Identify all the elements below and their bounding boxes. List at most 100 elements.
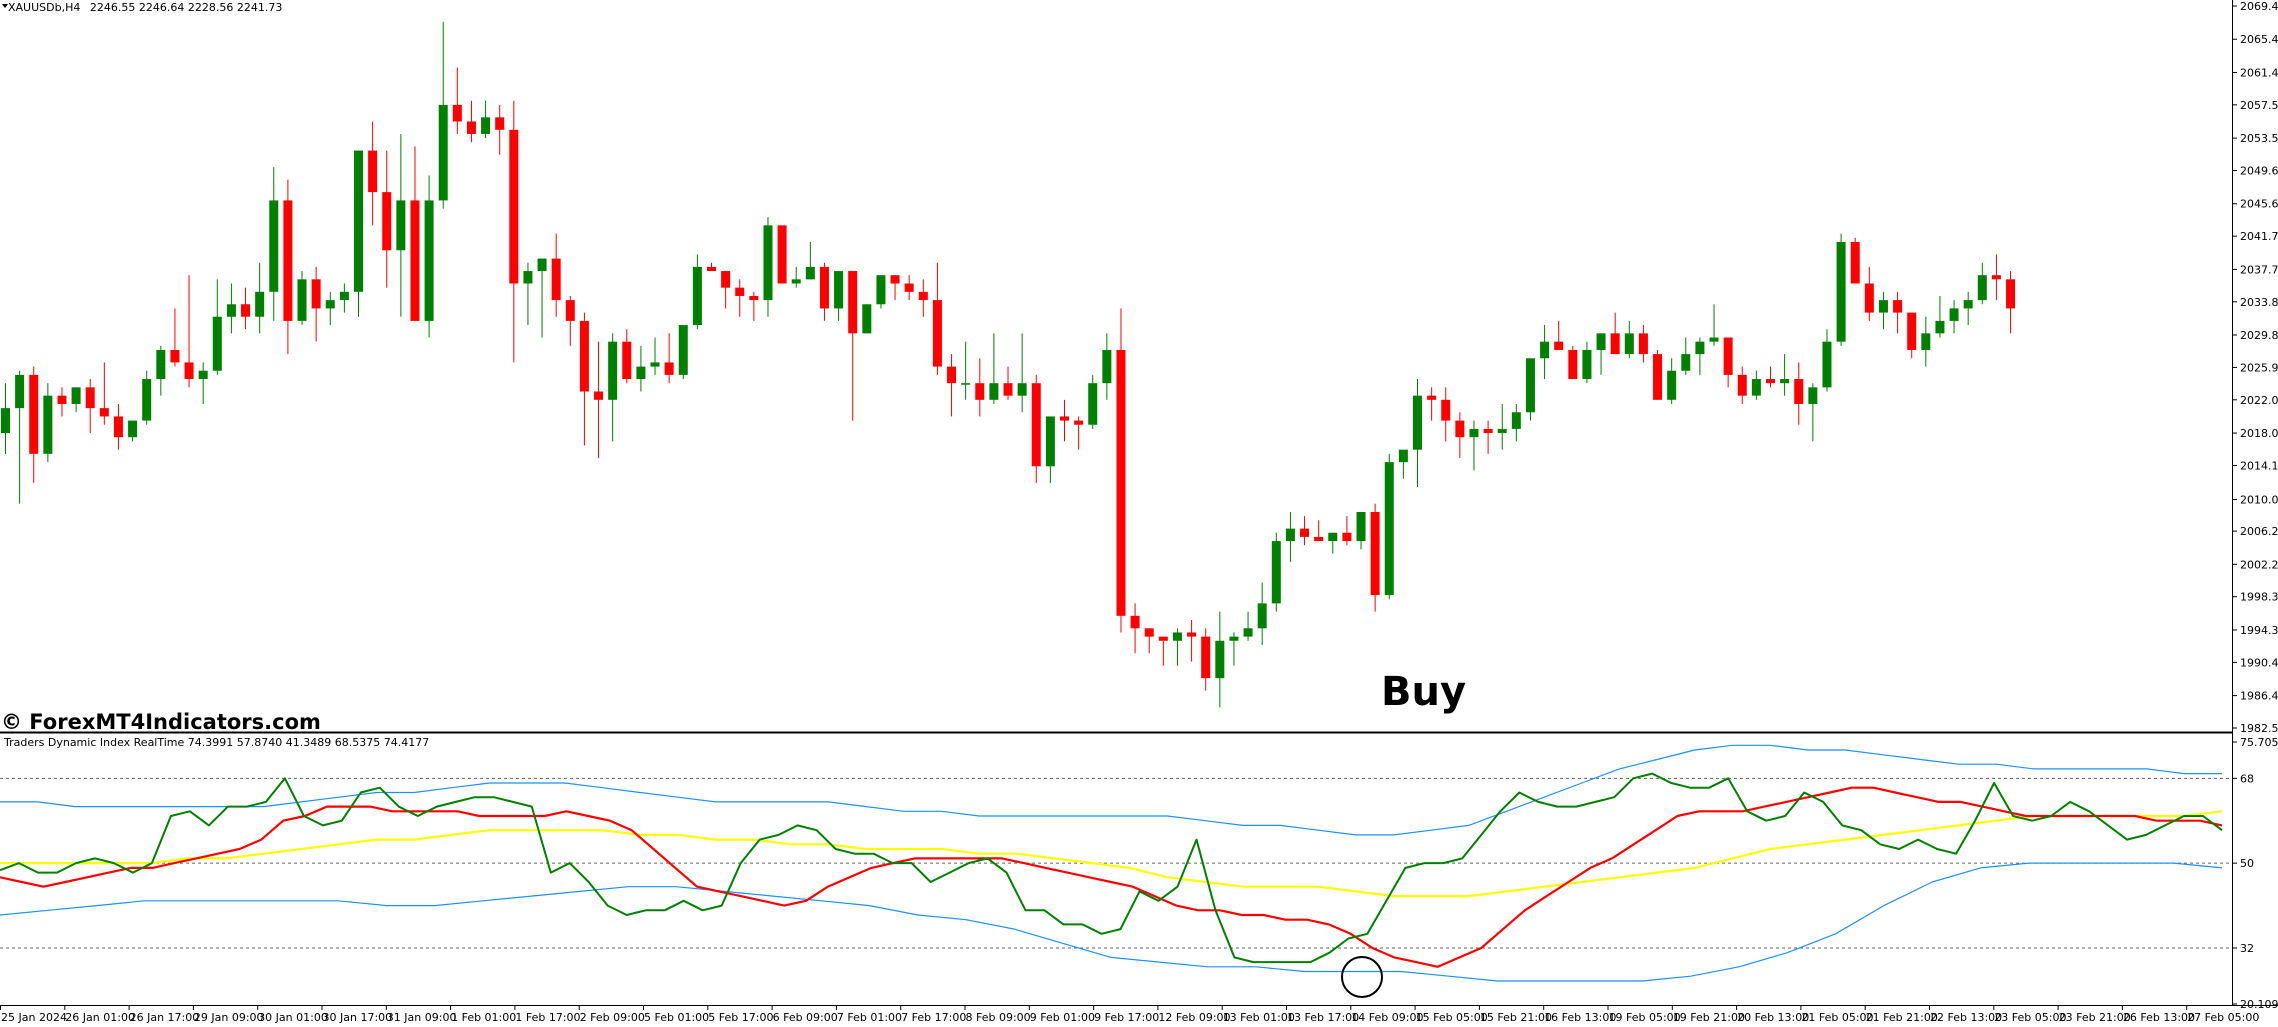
time-axis-label: 26 Jan 17:00 [130,1011,200,1024]
candle [1568,345,1578,380]
candle-body [1610,333,1620,355]
candle-body [269,200,279,292]
candle-body [57,395,67,404]
candle-body [1949,308,1959,321]
candle [1314,520,1324,542]
candle [410,146,420,321]
candle-body [636,366,646,380]
candle [1681,337,1691,375]
chart-symbol-header: XAUUSDb,H4 2246.55 2246.64 2228.56 2241.… [8,1,282,14]
candle [368,121,378,226]
candle-body [749,295,759,301]
candle [1342,516,1352,546]
candle [763,217,773,317]
candle [890,275,900,301]
candle-body [495,117,505,130]
candle-body [1172,632,1182,641]
candle-body [1582,349,1592,380]
candle [1187,619,1197,662]
price-axis-label: 2057.50 [2240,99,2278,112]
candle-body [382,192,392,251]
price-axis-label: 2037.70 [2240,263,2278,276]
time-axis-label: 14 Feb 09:00 [1351,1011,1423,1024]
price-axis-label: 1982.50 [2240,722,2278,735]
candle [862,304,872,334]
candle [1427,387,1437,421]
candle [1243,611,1253,641]
candle-body [1921,333,1931,350]
candle [1540,325,1550,380]
candle-body [735,287,745,296]
candle-body [622,341,632,380]
candle-body [1074,420,1084,425]
time-axis-label: 13 Feb 01:00 [1223,1011,1295,1024]
indicator-levels [0,777,2232,949]
candle-body [1511,412,1521,429]
chart-menu-triangle-icon[interactable] [2,4,8,8]
candle [1638,325,1648,363]
candle [283,179,293,355]
time-axis-label: 15 Feb 05:00 [1416,1011,1488,1024]
candle [791,266,801,288]
candle-body [1780,379,1790,384]
candle [128,420,138,442]
candle [664,333,674,384]
time-axis-label: 22 Feb 13:00 [1930,1011,2002,1024]
candle [1780,354,1790,396]
candle-body [1596,333,1606,350]
candle-body [43,395,53,454]
candle [1483,420,1493,454]
time-axis-label: 1 Feb 01:00 [451,1011,516,1024]
candle-body [1808,387,1818,404]
candle-body [311,279,321,309]
candle [1,383,10,454]
candle [452,67,462,134]
candle [1667,358,1677,404]
candle [777,225,787,284]
candle-body [904,283,914,292]
candle-body [664,362,674,375]
candle-body [1314,536,1324,542]
watermark-text: © ForexMT4Indicators.com [1,710,321,734]
time-axis-label: 9 Feb 01:00 [1030,1011,1095,1024]
candle-body [1568,349,1578,380]
candle-body [212,316,222,371]
indicator-axis-label: 68 [2240,772,2254,785]
candle-body [707,266,716,272]
candle-body [1991,275,2001,280]
candle-body [1158,636,1168,641]
candle [113,403,123,450]
candle [961,341,971,400]
candle-body [1187,632,1197,637]
candle [1441,387,1451,442]
time-axis-label: 20 Feb 13:00 [1737,1011,1809,1024]
candle-body [1370,511,1380,596]
candle-body [1398,449,1408,463]
candle-body [805,266,815,280]
candle-body [537,258,547,272]
candle [1158,636,1168,666]
candle [99,362,109,425]
price-axis-label: 2029.80 [2240,329,2278,342]
price-axis: 2069.40 2065.40 2061.40 2057.50 2053.50 2049.… [2232,0,2278,735]
candle [1610,312,1620,355]
candle-body [255,291,265,317]
candle-body [791,279,801,284]
candle-body [848,271,858,334]
time-axis-label: 5 Feb 01:00 [644,1011,709,1024]
price-axis-label: 1986.40 [2240,690,2278,703]
candle [1285,511,1295,562]
candle-body [1045,416,1055,467]
candle [1088,374,1098,429]
candle-body [1893,300,1903,313]
candle-body [241,304,251,317]
candle-body [608,341,618,400]
price-axis-label: 2045.60 [2240,198,2278,211]
price-axis-label: 2018.00 [2240,427,2278,440]
price-axis-label: 2069.40 [2240,0,2278,13]
candle-body [1822,341,1832,388]
candle [29,366,39,483]
candle [594,341,604,458]
candles-layer [1,21,2016,708]
